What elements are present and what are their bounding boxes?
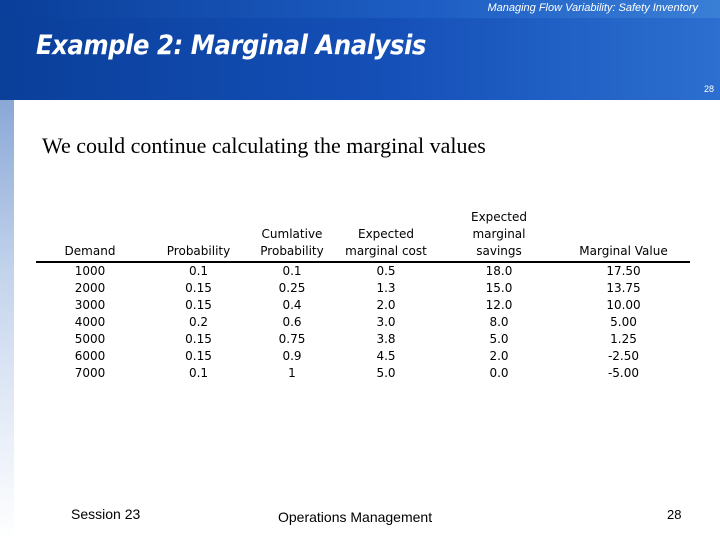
header-probability: Probability: [144, 209, 253, 263]
cell-marginal-value: -2.50: [607, 349, 640, 363]
cell-savings: 0.0: [489, 366, 509, 380]
cell-demand: 3000: [74, 298, 106, 312]
cell-marginal-value: 1.25: [610, 332, 637, 346]
cell-probability: 0.15: [185, 281, 212, 295]
cell-cost: 1.3: [376, 281, 396, 295]
cell-savings: 15.0: [485, 281, 513, 295]
cell-marginal-value: 17.50: [606, 264, 641, 278]
table-header-row: Demand Probability Cumlative Probability …: [36, 209, 690, 263]
cell-marginal-value: 13.75: [606, 281, 641, 295]
cell-probability: 0.2: [188, 315, 209, 329]
cell-cumulative: 1: [288, 366, 296, 380]
slide-title: Example 2: Marginal Analysis: [36, 30, 426, 61]
cell-demand: 7000: [74, 366, 106, 380]
header-marginal-value: Marginal Value: [557, 209, 690, 263]
table-row: 2000 0.15 0.25 1.3 15.0 13.75: [36, 280, 690, 297]
cell-cost: 3.8: [376, 332, 396, 346]
cell-cost: 0.5: [376, 264, 396, 278]
cell-cost: 3.0: [376, 315, 396, 329]
header-demand: Demand: [36, 209, 144, 263]
header-expected-marginal-savings: Expected marginal savings: [441, 209, 557, 263]
footer-course: Operations Management: [278, 509, 433, 525]
footer-session: Session 23: [71, 506, 141, 522]
cell-marginal-value: -5.00: [607, 366, 640, 380]
table-row: 4000 0.2 0.6 3.0 8.0 5.00: [36, 314, 690, 331]
cell-cost: 4.5: [376, 349, 396, 363]
cell-probability: 0.15: [185, 349, 212, 363]
cell-cost: 2.0: [376, 298, 396, 312]
header-subtitle: Managing Flow Variability: Safety Invent…: [487, 2, 698, 14]
cell-demand: 1000: [74, 264, 106, 278]
cell-demand: 6000: [74, 349, 106, 363]
cell-probability: 0.1: [188, 366, 209, 380]
cell-cost: 5.0: [376, 366, 396, 380]
footer-page-number: 28: [667, 507, 682, 522]
cell-demand: 4000: [74, 315, 106, 329]
cell-savings: 8.0: [489, 315, 509, 329]
table-row: 1000 0.1 0.1 0.5 18.0 17.50: [36, 262, 690, 280]
cell-cumulative: 0.75: [278, 332, 306, 346]
cell-demand: 5000: [74, 332, 106, 346]
cell-savings: 5.0: [489, 332, 509, 346]
cell-marginal-value: 10.00: [606, 298, 641, 312]
cell-cumulative: 0.25: [278, 281, 306, 295]
table-row: 3000 0.15 0.4 2.0 12.0 10.00: [36, 297, 690, 314]
cell-probability: 0.1: [188, 264, 209, 278]
header-cumulative-probability: Cumlative Probability: [253, 209, 331, 263]
marginal-analysis-table: Demand Probability Cumlative Probability …: [36, 209, 690, 382]
cell-marginal-value: 5.00: [610, 315, 637, 329]
cell-savings: 18.0: [485, 264, 513, 278]
cell-probability: 0.15: [185, 332, 212, 346]
cell-cumulative: 0.9: [282, 349, 302, 363]
cell-probability: 0.15: [185, 298, 212, 312]
table-row: 5000 0.15 0.75 3.8 5.0 1.25: [36, 331, 690, 348]
header-band: [0, 0, 720, 18]
cell-cumulative: 0.6: [282, 315, 302, 329]
header-expected-marginal-cost: Expected marginal cost: [331, 209, 441, 263]
cell-savings: 2.0: [489, 349, 509, 363]
intro-text: We could continue calculating the margin…: [42, 133, 486, 158]
header-page-number: 28: [703, 84, 714, 94]
cell-cumulative: 0.1: [282, 264, 302, 278]
cell-cumulative: 0.4: [282, 298, 302, 312]
table-row: 6000 0.15 0.9 4.5 2.0 -2.50: [36, 348, 690, 365]
table-row: 7000 0.1 1 5.0 0.0 -5.00: [36, 365, 690, 382]
cell-savings: 12.0: [485, 298, 513, 312]
cell-demand: 2000: [74, 281, 106, 295]
left-decorative-bar: [0, 100, 14, 540]
header-banner: Managing Flow Variability: Safety Invent…: [0, 0, 720, 100]
